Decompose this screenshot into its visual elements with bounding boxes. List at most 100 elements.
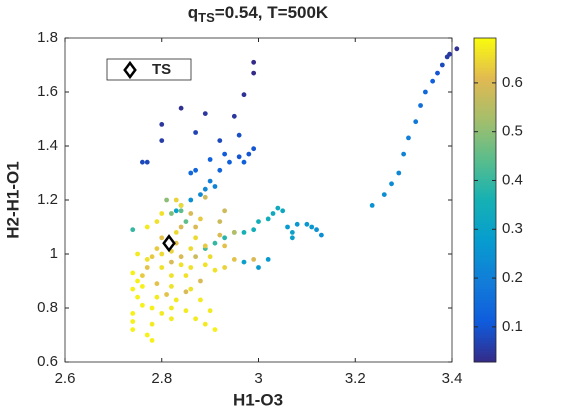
data-point [251, 70, 257, 76]
data-point [130, 319, 136, 324]
data-point [447, 51, 452, 57]
data-point [246, 151, 252, 157]
colorbar-segment [474, 159, 496, 163]
colorbar-segment [474, 229, 496, 233]
colorbar-tick-label: 0.1 [502, 318, 523, 335]
data-point [304, 221, 310, 227]
colorbar-segment [474, 135, 496, 139]
colorbar-segment [474, 162, 496, 166]
data-point [130, 327, 136, 332]
colorbar-segment [474, 264, 496, 268]
data-point [241, 159, 247, 165]
colorbar-segment [474, 97, 496, 101]
colorbar-tick-label: 0.5 [502, 123, 523, 140]
data-point [289, 230, 295, 235]
colorbar-segment [474, 200, 496, 204]
data-point [222, 265, 228, 270]
data-point [275, 205, 281, 211]
colorbar-segment [474, 248, 496, 252]
data-point [217, 219, 223, 225]
data-point [144, 224, 150, 230]
data-point [188, 170, 194, 176]
data-point [236, 132, 242, 138]
data-point [169, 316, 174, 322]
data-point [396, 170, 402, 176]
data-point [178, 254, 184, 260]
data-point [178, 262, 184, 268]
colorbar-segment [474, 299, 496, 304]
data-point [280, 208, 286, 214]
colorbar-segment [474, 218, 496, 223]
data-point [159, 122, 165, 127]
data-point [251, 227, 257, 233]
colorbar-segment [474, 51, 496, 55]
colorbar-segment [474, 345, 496, 349]
data-point [314, 227, 319, 233]
data-point [140, 273, 145, 278]
colorbar-segment [474, 154, 496, 158]
data-point [149, 338, 155, 343]
data-point [149, 254, 155, 260]
colorbar-segment [474, 173, 496, 177]
colorbar-segment [474, 137, 496, 142]
data-point [202, 186, 208, 192]
colorbar-segment [474, 73, 496, 77]
data-point [193, 130, 199, 135]
x-tick-label: 2.6 [55, 370, 76, 387]
colorbar-segment [474, 348, 496, 352]
colorbar-segment [474, 175, 496, 179]
data-point [193, 316, 199, 322]
colorbar-segment [474, 148, 496, 152]
colorbar-segment [474, 140, 496, 144]
colorbar-segment [474, 235, 496, 239]
colorbar-segment [474, 291, 496, 295]
y-tick-label: 1.2 [37, 191, 58, 208]
colorbar-segment [474, 237, 496, 241]
data-point [381, 192, 387, 198]
colorbar-segment [474, 329, 496, 333]
data-point [251, 146, 257, 152]
data-point [130, 286, 136, 292]
data-point [265, 257, 271, 262]
colorbar-segment [474, 316, 496, 320]
colorbar-segment [474, 65, 496, 69]
data-point [294, 221, 300, 227]
y-tick-label: 1 [50, 245, 58, 262]
data-point [169, 211, 174, 216]
colorbar-segment [474, 324, 496, 328]
data-point [212, 327, 218, 332]
data-point [251, 257, 257, 262]
data-point [217, 167, 223, 173]
colorbar-segment [474, 335, 496, 339]
data-point [401, 151, 407, 157]
data-point [154, 219, 160, 225]
data-point [193, 224, 199, 230]
data-point [285, 224, 290, 230]
data-point [212, 184, 218, 189]
data-point [202, 262, 208, 268]
data-point [164, 292, 169, 297]
data-point [193, 167, 199, 173]
colorbar-tick-label: 0.2 [502, 269, 523, 286]
colorbar-segment [474, 143, 496, 147]
data-point [318, 232, 324, 238]
legend-marker [123, 60, 137, 80]
chart-title: qTS=0.54, T=500K [188, 3, 329, 25]
data-point [183, 289, 189, 295]
colorbar-segment [474, 156, 496, 160]
colorbar-segment [474, 202, 496, 206]
data-point [265, 216, 271, 222]
colorbar-tick-label: 0.4 [502, 171, 523, 188]
colorbar-segment [474, 89, 496, 93]
data-point [389, 181, 394, 187]
colorbar-tick-label: 0.3 [502, 220, 523, 237]
data-point [140, 302, 145, 308]
data-point [173, 208, 179, 214]
colorbar-segment [474, 186, 496, 190]
colorbar-segment [474, 43, 496, 47]
colorbar-segment [474, 46, 496, 50]
y-axis-label: H2-H1-O1 [3, 161, 22, 238]
data-point [406, 135, 411, 141]
colorbar-segment [474, 278, 496, 282]
